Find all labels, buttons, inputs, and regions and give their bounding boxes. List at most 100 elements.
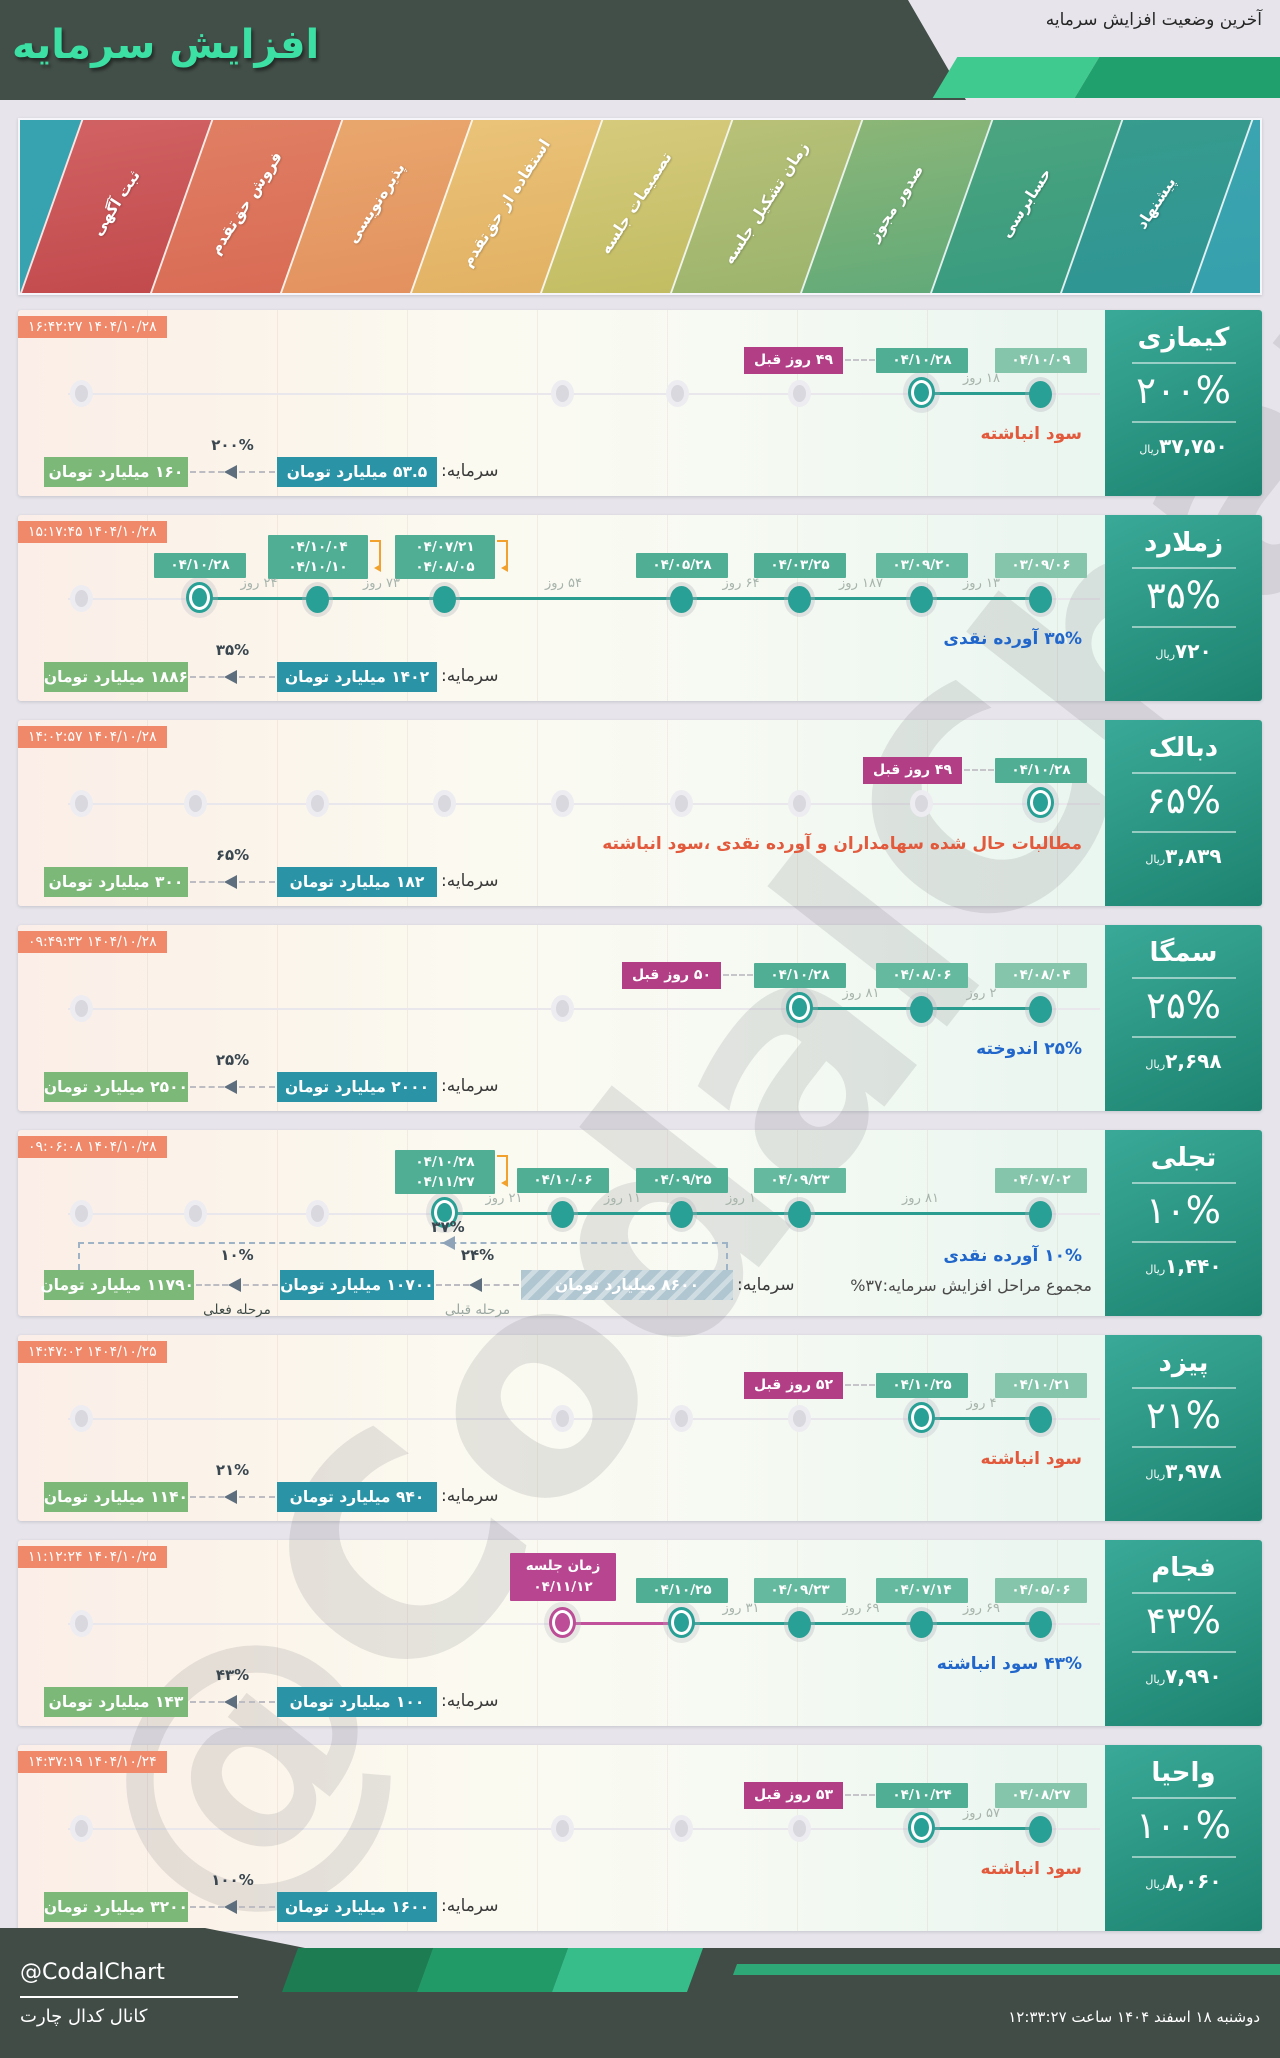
timeline-track	[445, 1212, 1041, 1215]
panel-divider	[1131, 1855, 1236, 1858]
arrow-dash	[243, 1284, 278, 1286]
timeline-dot-inactive	[788, 380, 811, 407]
timeline-dot-active	[910, 586, 933, 613]
stage-ribbon: ثبت آگهی فروش حق‌تقدم پذیره‌نویسی استفاده ا…	[18, 118, 1262, 295]
capital-stage-label: مرحله قبلی	[444, 1302, 511, 1318]
price-unit: ریال	[1145, 852, 1166, 866]
timeline-dot-active	[306, 586, 329, 613]
company-name: دبالک	[1148, 733, 1219, 763]
company-percent: ۲۰۰%	[1136, 369, 1231, 412]
price-value: ۳۷,۷۵۰	[1159, 433, 1228, 458]
meeting-date-badge: زمان جلسه ۰۴/۱۱/۱۲	[510, 1553, 616, 1601]
company-panel: دبالک ۶۵% ۳,۸۳۹ریال	[1105, 720, 1262, 906]
timeline-dot-inactive	[70, 1815, 93, 1842]
footer-decor-bar	[732, 1964, 1280, 1975]
price-value: ۷۲۰	[1175, 638, 1212, 663]
days-between-label: ۳۱ روز	[722, 1601, 760, 1616]
arrow-dash	[238, 881, 275, 883]
footer-datetime: دوشنبه ۱۸ اسفند ۱۴۰۴ ساعت ۱۲:۳۳:۲۷	[1008, 2008, 1260, 2026]
page-title: افزایش سرمایه	[12, 22, 320, 68]
total-bracket-arrow-icon	[442, 1236, 455, 1250]
timeline-dot-active	[788, 1201, 811, 1228]
timeline-dot-active	[1029, 586, 1052, 613]
timeline-dot-active	[1029, 381, 1052, 408]
ago-connector	[845, 359, 875, 361]
arrow-dash	[190, 881, 224, 883]
capital-percent-label: ۶۵%	[215, 846, 250, 864]
company-percent: ۱۰۰%	[1136, 1804, 1231, 1847]
days-between-label: ۶۹ روز	[842, 1601, 880, 1616]
days-between-label: ۱۸۷ روز	[839, 576, 883, 591]
days-ago-badge: ۴۹ روز قبل	[862, 757, 962, 784]
days-between-label: ۸۱ روز	[902, 1191, 939, 1206]
capital-label: سرمایه:	[441, 666, 499, 686]
timeline-dot-inactive	[70, 585, 93, 612]
arrow-dash	[190, 1086, 224, 1088]
method-note: سود انباشته	[980, 424, 1082, 444]
company-card-1: ۱۴۰۴/۱۰/۲۸ ۱۶:۴۲:۲۷ ۰۴/۱۰/۲۸ ۴۹ روز قبل ۰۴/…	[18, 310, 1262, 496]
company-card-5: ۱۴۰۴/۱۰/۲۸ ۰۹:۰۶:۰۸ ۰۴/۱۰/۲۸ ۰۴/۱۱/۲۷ ۰۴/۱۰…	[18, 1130, 1262, 1318]
price-unit: ریال	[1145, 1057, 1166, 1071]
capital-to-badge: ۲۵۰۰ میلیارد تومان	[44, 1072, 188, 1102]
company-percent: ۲۱%	[1146, 1394, 1221, 1437]
timeline-track	[682, 1622, 1041, 1625]
timeline-dot-inactive	[670, 790, 693, 817]
arrow-head-icon	[228, 1278, 241, 1292]
timeline-dot-inactive	[70, 380, 93, 407]
capital-label: سرمایه:	[441, 1691, 499, 1711]
company-price: ۳,۸۳۹ریال	[1145, 844, 1221, 868]
timeline-track	[922, 1417, 1041, 1420]
arrow-head-icon	[223, 465, 237, 479]
company-name: تجلی	[1150, 1143, 1217, 1173]
capital-from-badge: ۲۰۰۰ میلیارد تومان	[277, 1072, 437, 1102]
days-ago-badge: ۵۲ روز قبل	[743, 1372, 843, 1399]
date-badge: ۰۴/۱۰/۰۶	[517, 1168, 609, 1193]
arrow-dash	[190, 471, 224, 473]
company-panel: زملارد ۳۵% ۷۲۰ریال	[1105, 515, 1262, 701]
arrow-dash	[190, 1496, 224, 1498]
footer-channel-name: کانال کدال چارت	[20, 2006, 148, 2027]
timeline-dot-active	[1029, 1201, 1052, 1228]
timeline-baseline	[68, 1828, 1100, 1830]
timeline-dot-active	[910, 1611, 933, 1638]
footer-underline	[20, 1996, 238, 1998]
days-between-label: ۲۴ روز	[240, 576, 278, 591]
company-panel: کیمازی ۲۰۰% ۳۷,۷۵۰ریال	[1105, 310, 1262, 496]
days-between-label: ۱ روز	[726, 1191, 756, 1206]
arrow-dash	[238, 1496, 275, 1498]
days-ago-badge: ۵۳ روز قبل	[743, 1782, 843, 1809]
footer-decor-shape-1	[281, 1948, 434, 1992]
panel-divider	[1131, 1387, 1236, 1389]
date-badge: ۰۴/۱۰/۲۱	[995, 1373, 1087, 1398]
company-percent: ۶۵%	[1146, 779, 1221, 822]
company-card-8: ۱۴۰۴/۱۰/۲۴ ۱۴:۳۷:۱۹ ۰۴/۱۰/۲۴ ۵۳ روز قبل ۰۴/…	[18, 1745, 1262, 1931]
date-badge-line: ۰۴/۱۱/۲۷	[415, 1174, 475, 1190]
total-stages-note: مجموع مراحل افزایش سرمایه:۳۷%	[850, 1276, 1092, 1295]
timestamp-badge: ۱۴۰۴/۱۰/۲۵ ۱۴:۴۷:۰۲	[18, 1341, 167, 1363]
capital-to-badge: ۱۸۸۶ میلیارد تومان	[44, 662, 188, 692]
arrow-head-icon	[223, 1695, 237, 1709]
timestamp-badge: ۱۴۰۴/۱۰/۲۸ ۱۶:۴۲:۲۷	[18, 316, 167, 338]
timeline-dot-meeting	[552, 1610, 573, 1635]
price-unit: ریال	[1145, 1262, 1166, 1276]
timeline-dot-current	[911, 1405, 932, 1430]
capital-from-badge: ۱۶۰۰ میلیارد تومان	[277, 1892, 437, 1922]
company-name: سمگا	[1149, 938, 1218, 968]
timeline-dot-current	[434, 1200, 455, 1225]
capital-percent-label: ۲۴%	[460, 1246, 495, 1264]
days-between-label: ۴ روز	[966, 1396, 997, 1411]
date-badge-line: ۰۴/۱۰/۱۰	[288, 559, 348, 575]
price-value: ۸,۰۶۰	[1165, 1868, 1222, 1893]
meeting-badge-line: ۰۴/۱۱/۱۲	[533, 1579, 593, 1595]
total-bracket	[78, 1242, 728, 1270]
timestamp-badge: ۱۴۰۴/۱۰/۲۸ ۱۴:۰۲:۵۷	[18, 726, 167, 748]
timeline-dot-current	[911, 380, 932, 405]
days-between-label: ۵۷ روز	[963, 1806, 1000, 1821]
timeline-dot-active	[1029, 1816, 1052, 1843]
timestamp-badge: ۱۴۰۴/۱۰/۲۵ ۱۱:۱۲:۲۴	[18, 1546, 167, 1568]
timeline-dot-active	[910, 996, 933, 1023]
days-between-label: ۱۸ روز	[963, 371, 1000, 386]
company-name: واحیا	[1151, 1758, 1216, 1788]
timeline-dot-active	[670, 1201, 693, 1228]
